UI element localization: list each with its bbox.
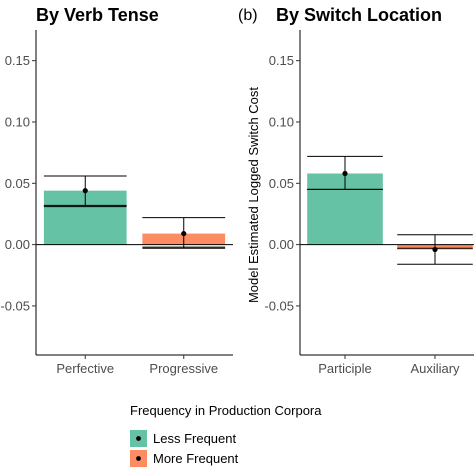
panel-1-y-tick-label: 0.05 [5, 176, 30, 191]
panel-2-tag: (b) [238, 7, 258, 24]
mean-point-auxiliary [432, 246, 438, 253]
legend-title: Frequency in Production Corpora [130, 403, 322, 418]
legend-swatch-dot [136, 456, 141, 461]
panel-2-y-tick-label: 0.05 [269, 176, 294, 191]
x-tick-label-participle: Participle [318, 361, 371, 376]
panel-1-y-tick-label: 0.00 [5, 237, 30, 252]
legend: Less Frequent More Frequent [130, 430, 239, 467]
panel-2-y-tick-label: 0.10 [269, 114, 294, 129]
panel-2-y-tick-label: 0.15 [269, 53, 294, 68]
mean-point-participle [342, 170, 348, 177]
mean-point-progressive [181, 230, 187, 237]
panel-2-y-axis-title: Model Estimated Logged Switch Cost [246, 87, 261, 303]
x-tick-label-auxiliary: Auxiliary [410, 361, 460, 376]
legend-label-less-frequent: Less Frequent [153, 431, 236, 446]
mean-point-perfective [82, 188, 88, 194]
panel-2-plot: -0.05 0.00 0.05 0.10 0.15 Participle Auxiliary [264, 30, 474, 376]
x-tick-label-perfective: Perfective [56, 361, 114, 376]
panel-2-title: By Switch Location [276, 5, 442, 25]
panel-1-plot: -0.05 0.00 0.05 0.10 0.15 Perfective Progressi… [0, 30, 233, 376]
panel-1-y-tick-label: 0.15 [5, 53, 30, 68]
panel-1-title: By Verb Tense [36, 5, 159, 25]
panel-2-y-tick-label: -0.05 [264, 298, 294, 313]
x-tick-label-progressive: Progressive [149, 361, 218, 376]
panel-2-y-tick-label: 0.00 [269, 237, 294, 252]
legend-swatch-dot [136, 436, 141, 441]
panel-1-y-tick-label: 0.10 [5, 114, 30, 129]
legend-label-more-frequent: More Frequent [153, 451, 239, 466]
panel-1-y-tick-label: -0.05 [0, 298, 30, 313]
